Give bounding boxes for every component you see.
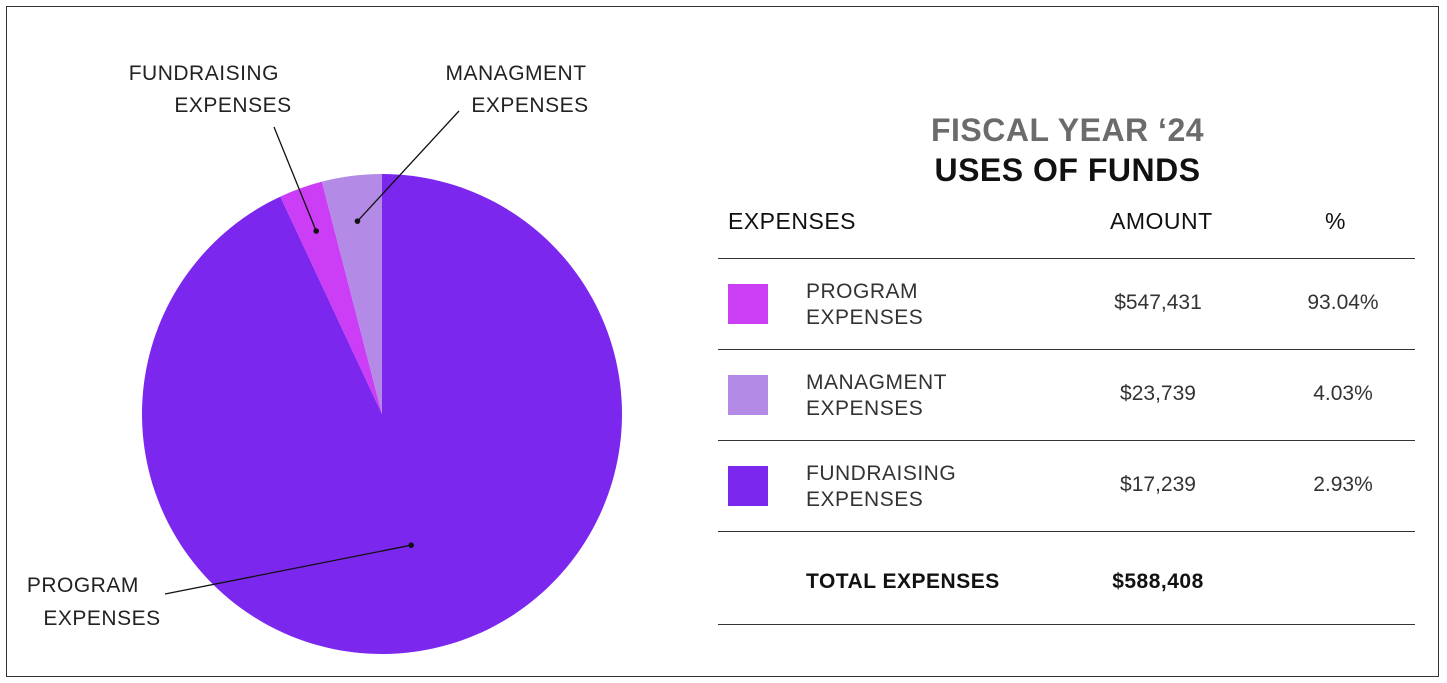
row-label-managment-line1: MANAGMENT [806, 371, 947, 394]
leader-line-fundraising [273, 126, 317, 232]
table-row-program: PROGRAM EXPENSES $547,431 93.04% [718, 259, 1415, 350]
row-amount-fundraising: $17,239 [1120, 473, 1196, 496]
pie-label-fundraising-line2: EXPENSES [174, 94, 291, 117]
swatch-managment [728, 375, 768, 415]
row-label-program-line2: EXPENSES [806, 306, 924, 329]
leader-dot-program [408, 542, 414, 548]
leader-dot-fundraising [313, 228, 320, 234]
row-label-fundraising-line2: EXPENSES [806, 488, 924, 511]
total-amount: $588,408 [1112, 570, 1204, 593]
swatch-fundraising [728, 466, 768, 506]
chart-heading: FISCAL YEAR ‘24 USES OF FUNDS [720, 110, 1415, 190]
heading-fiscal-year: FISCAL YEAR ‘24 [930, 112, 1205, 148]
pie-slice-fundraising [280, 181, 382, 414]
pie-leader-lines [164, 110, 460, 595]
pie-slices [142, 174, 623, 654]
swatch-program [728, 284, 768, 324]
pie-label-fundraising: FUNDRAISING EXPENSES [129, 62, 292, 117]
leader-dot-managment [354, 218, 361, 224]
table-row-managment: MANAGMENT EXPENSES $23,739 4.03% [718, 350, 1415, 441]
row-label-managment-line2: EXPENSES [806, 397, 924, 420]
leader-line-program [164, 544, 412, 595]
expenses-table: EXPENSES AMOUNT % PROGRAM EXPENSES $547,… [718, 190, 1415, 625]
total-label: TOTAL EXPENSES [806, 570, 1000, 593]
row-label-managment: MANAGMENT EXPENSES [806, 370, 1006, 422]
header-amount: AMOUNT [1110, 208, 1213, 234]
row-percent-program: 93.04% [1307, 291, 1379, 314]
pie-label-program: PROGRAM EXPENSES [27, 574, 161, 630]
pie-label-managment: MANAGMENT EXPENSES [446, 62, 593, 117]
row-label-program-line1: PROGRAM [806, 280, 919, 303]
row-percent-fundraising: 2.93% [1313, 473, 1373, 496]
row-label-program: PROGRAM EXPENSES [806, 279, 1006, 331]
row-percent-managment: 4.03% [1313, 382, 1373, 405]
leader-line-managment [356, 110, 460, 222]
pie-chart: FUNDRAISING EXPENSES MANAGMENT EXPENSES … [27, 62, 623, 654]
pie-labels: FUNDRAISING EXPENSES MANAGMENT EXPENSES … [27, 62, 593, 630]
pie-label-program-line2: EXPENSES [43, 607, 160, 630]
header-expenses: EXPENSES [728, 208, 856, 234]
table-total-row: TOTAL EXPENSES $588,408 [718, 532, 1415, 625]
table-header: EXPENSES AMOUNT % [718, 190, 1415, 259]
row-label-fundraising: FUNDRAISING EXPENSES [806, 461, 1006, 513]
pie-label-managment-line1: MANAGMENT [446, 62, 587, 85]
heading-uses-of-funds: USES OF FUNDS [934, 152, 1201, 188]
table-row-fundraising: FUNDRAISING EXPENSES $17,239 2.93% [718, 441, 1415, 532]
pie-label-fundraising-line1: FUNDRAISING [129, 62, 279, 85]
pie-label-managment-line2: EXPENSES [471, 94, 588, 117]
row-label-fundraising-line1: FUNDRAISING [806, 462, 957, 485]
row-amount-program: $547,431 [1114, 291, 1202, 314]
pie-slice-program [142, 174, 623, 654]
row-amount-managment: $23,739 [1120, 382, 1196, 405]
chart-frame [6, 6, 1439, 677]
header-percent: % [1325, 208, 1346, 234]
pie-label-program-line1: PROGRAM [27, 574, 139, 597]
pie-slice-managment [321, 174, 382, 414]
